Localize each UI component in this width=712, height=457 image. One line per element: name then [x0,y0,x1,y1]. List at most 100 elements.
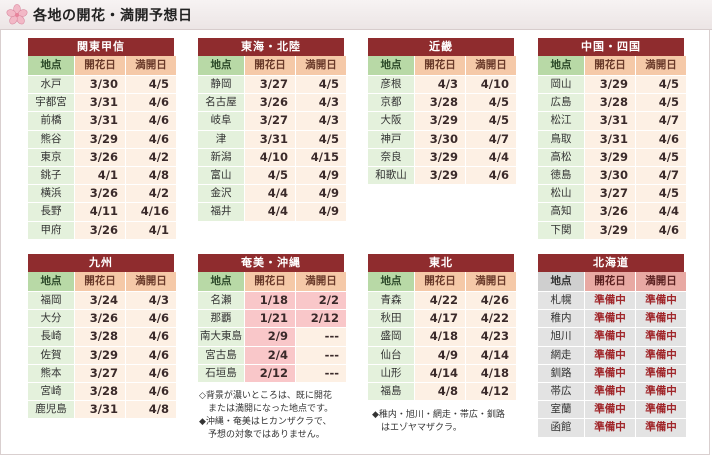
bloom-date-cell: 3/26 [245,94,296,113]
note-line: 予想の対象ではありません。 [199,430,325,440]
bloom-date-cell: 3/27 [75,364,126,383]
location-cell: 高松 [538,148,585,167]
full-bloom-date-cell: 4/5 [126,76,176,95]
bloom-date-cell: 4/5 [245,166,296,186]
note-line: ◆稚内・旭川・網走・帯広・釧路 [372,410,505,420]
region-data-table: 地点 開花日 満開日 福岡 3/24 4/3 大分 3/26 4/6 長崎 3/28 4/6 佐賀 3/2… [28,272,176,420]
location-cell: 福井 [198,203,245,222]
location-cell: 宮古島 [198,346,245,365]
bloom-date-cell: 3/31 [75,94,126,113]
table-row: 宮古島 2/4 --- [198,346,346,365]
table-row: 松江 3/31 4/7 [538,112,686,131]
bloom-date-cell: 2/12 [245,364,296,383]
location-cell: 松山 [538,185,585,204]
table-row: 室蘭 準備中 準備中 [538,401,686,420]
table-row: 大分 3/26 4/6 [28,310,176,329]
full-bloom-date-cell: 4/2 [126,148,176,167]
region-header: 九州 [28,254,174,272]
full-bloom-date-cell: 4/26 [466,292,516,311]
bloom-date-cell: 4/9 [415,346,466,365]
bloom-date-cell: 準備中 [585,292,636,311]
cherry-blossom-icon [6,4,28,25]
column-header: 開花日 [75,56,126,76]
table-row: 津 3/31 4/5 [198,130,346,149]
full-bloom-date-cell: 4/22 [466,310,516,329]
full-bloom-date-cell: 4/14 [466,346,516,365]
table-row: 下関 3/29 4/6 [538,221,686,240]
table-row: 旭川 準備中 準備中 [538,328,686,347]
bloom-date-cell: 準備中 [585,401,636,420]
table-row: 岡山 3/29 4/5 [538,76,686,95]
region-header: 北海道 [538,254,684,272]
location-cell: 水戸 [28,76,75,95]
location-cell: 南大東島 [198,328,245,347]
bloom-date-cell: 4/22 [415,292,466,311]
location-cell: 石垣島 [198,364,245,383]
location-cell: 室蘭 [538,401,585,420]
table-row: 京都 3/28 4/5 [368,94,516,113]
column-header: 満開日 [466,56,516,76]
full-bloom-date-cell: 4/6 [126,112,176,131]
full-bloom-date-cell: 4/2 [126,185,176,204]
location-cell: 東京 [28,148,75,167]
bloom-date-cell: 準備中 [585,328,636,347]
bloom-date-cell: 3/29 [585,148,636,167]
bloom-date-cell: 4/17 [415,310,466,329]
column-header: 満開日 [126,272,176,292]
bloom-date-cell: 1/21 [245,310,296,329]
location-cell: 佐賀 [28,346,75,365]
column-header: 開花日 [245,272,296,292]
location-cell: 富山 [198,166,245,186]
note-line: ◆沖縄・奄美はヒカンザクラで、 [199,417,332,427]
bloom-date-cell: 3/29 [585,221,636,240]
full-bloom-date-cell: 4/5 [636,94,686,113]
table-row: 熊谷 3/29 4/6 [28,130,176,149]
bloom-date-cell: 4/14 [415,364,466,383]
note-line: はエゾヤマザクラ。 [372,423,462,433]
full-bloom-date-cell: 準備中 [636,346,686,365]
table-row: 盛岡 4/18 4/23 [368,328,516,347]
region-header: 中国・四国 [538,38,684,56]
column-header: 満開日 [636,272,686,292]
full-bloom-date-cell: 4/6 [126,364,176,383]
full-bloom-date-cell: 準備中 [636,292,686,311]
bloom-date-cell: 準備中 [585,346,636,365]
location-cell: 広島 [538,94,585,113]
full-bloom-date-cell: 4/7 [636,112,686,131]
table-row: 長崎 3/28 4/6 [28,328,176,347]
table-row: 前橋 3/31 4/6 [28,112,176,131]
full-bloom-date-cell: 4/3 [296,94,346,113]
bloom-date-cell: 3/31 [245,130,296,149]
location-cell: 宇都宮 [28,94,75,113]
table-row: 函館 準備中 準備中 [538,419,686,438]
column-header: 開花日 [75,272,126,292]
column-header-row: 地点 開花日 満開日 [538,56,686,76]
full-bloom-date-cell: 準備中 [636,382,686,402]
full-bloom-date-cell: 4/12 [466,382,516,402]
location-cell: 銚子 [28,166,75,186]
full-bloom-date-cell: 4/7 [466,130,516,149]
table-row: 秋田 4/17 4/22 [368,310,516,329]
table-row: 青森 4/22 4/26 [368,292,516,311]
column-header: 満開日 [466,272,516,292]
full-bloom-date-cell: 4/3 [296,112,346,131]
full-bloom-date-cell: 準備中 [636,401,686,420]
column-header: 開花日 [245,56,296,76]
column-header-row: 地点 開花日 満開日 [198,272,346,292]
bloom-date-cell: 4/1 [75,166,126,186]
bloom-date-cell: 準備中 [585,310,636,329]
table-row: 南大東島 2/9 --- [198,328,346,347]
bloom-date-cell: 3/31 [75,112,126,131]
location-cell: 旭川 [538,328,585,347]
region-data-table: 地点 開花日 満開日 青森 4/22 4/26 秋田 4/17 4/22 盛岡 4/18 4/23 仙台… [368,272,516,402]
table-row: 水戸 3/30 4/5 [28,76,176,95]
full-bloom-date-cell: 4/5 [636,76,686,95]
table-row: 高松 3/29 4/5 [538,148,686,167]
location-cell: 青森 [368,292,415,311]
bloom-date-cell: 3/31 [585,112,636,131]
location-cell: 盛岡 [368,328,415,347]
full-bloom-date-cell: 4/6 [126,346,176,365]
table-row: 東京 3/26 4/2 [28,148,176,167]
full-bloom-date-cell: 4/6 [126,94,176,113]
table-row: 宇都宮 3/31 4/6 [28,94,176,113]
